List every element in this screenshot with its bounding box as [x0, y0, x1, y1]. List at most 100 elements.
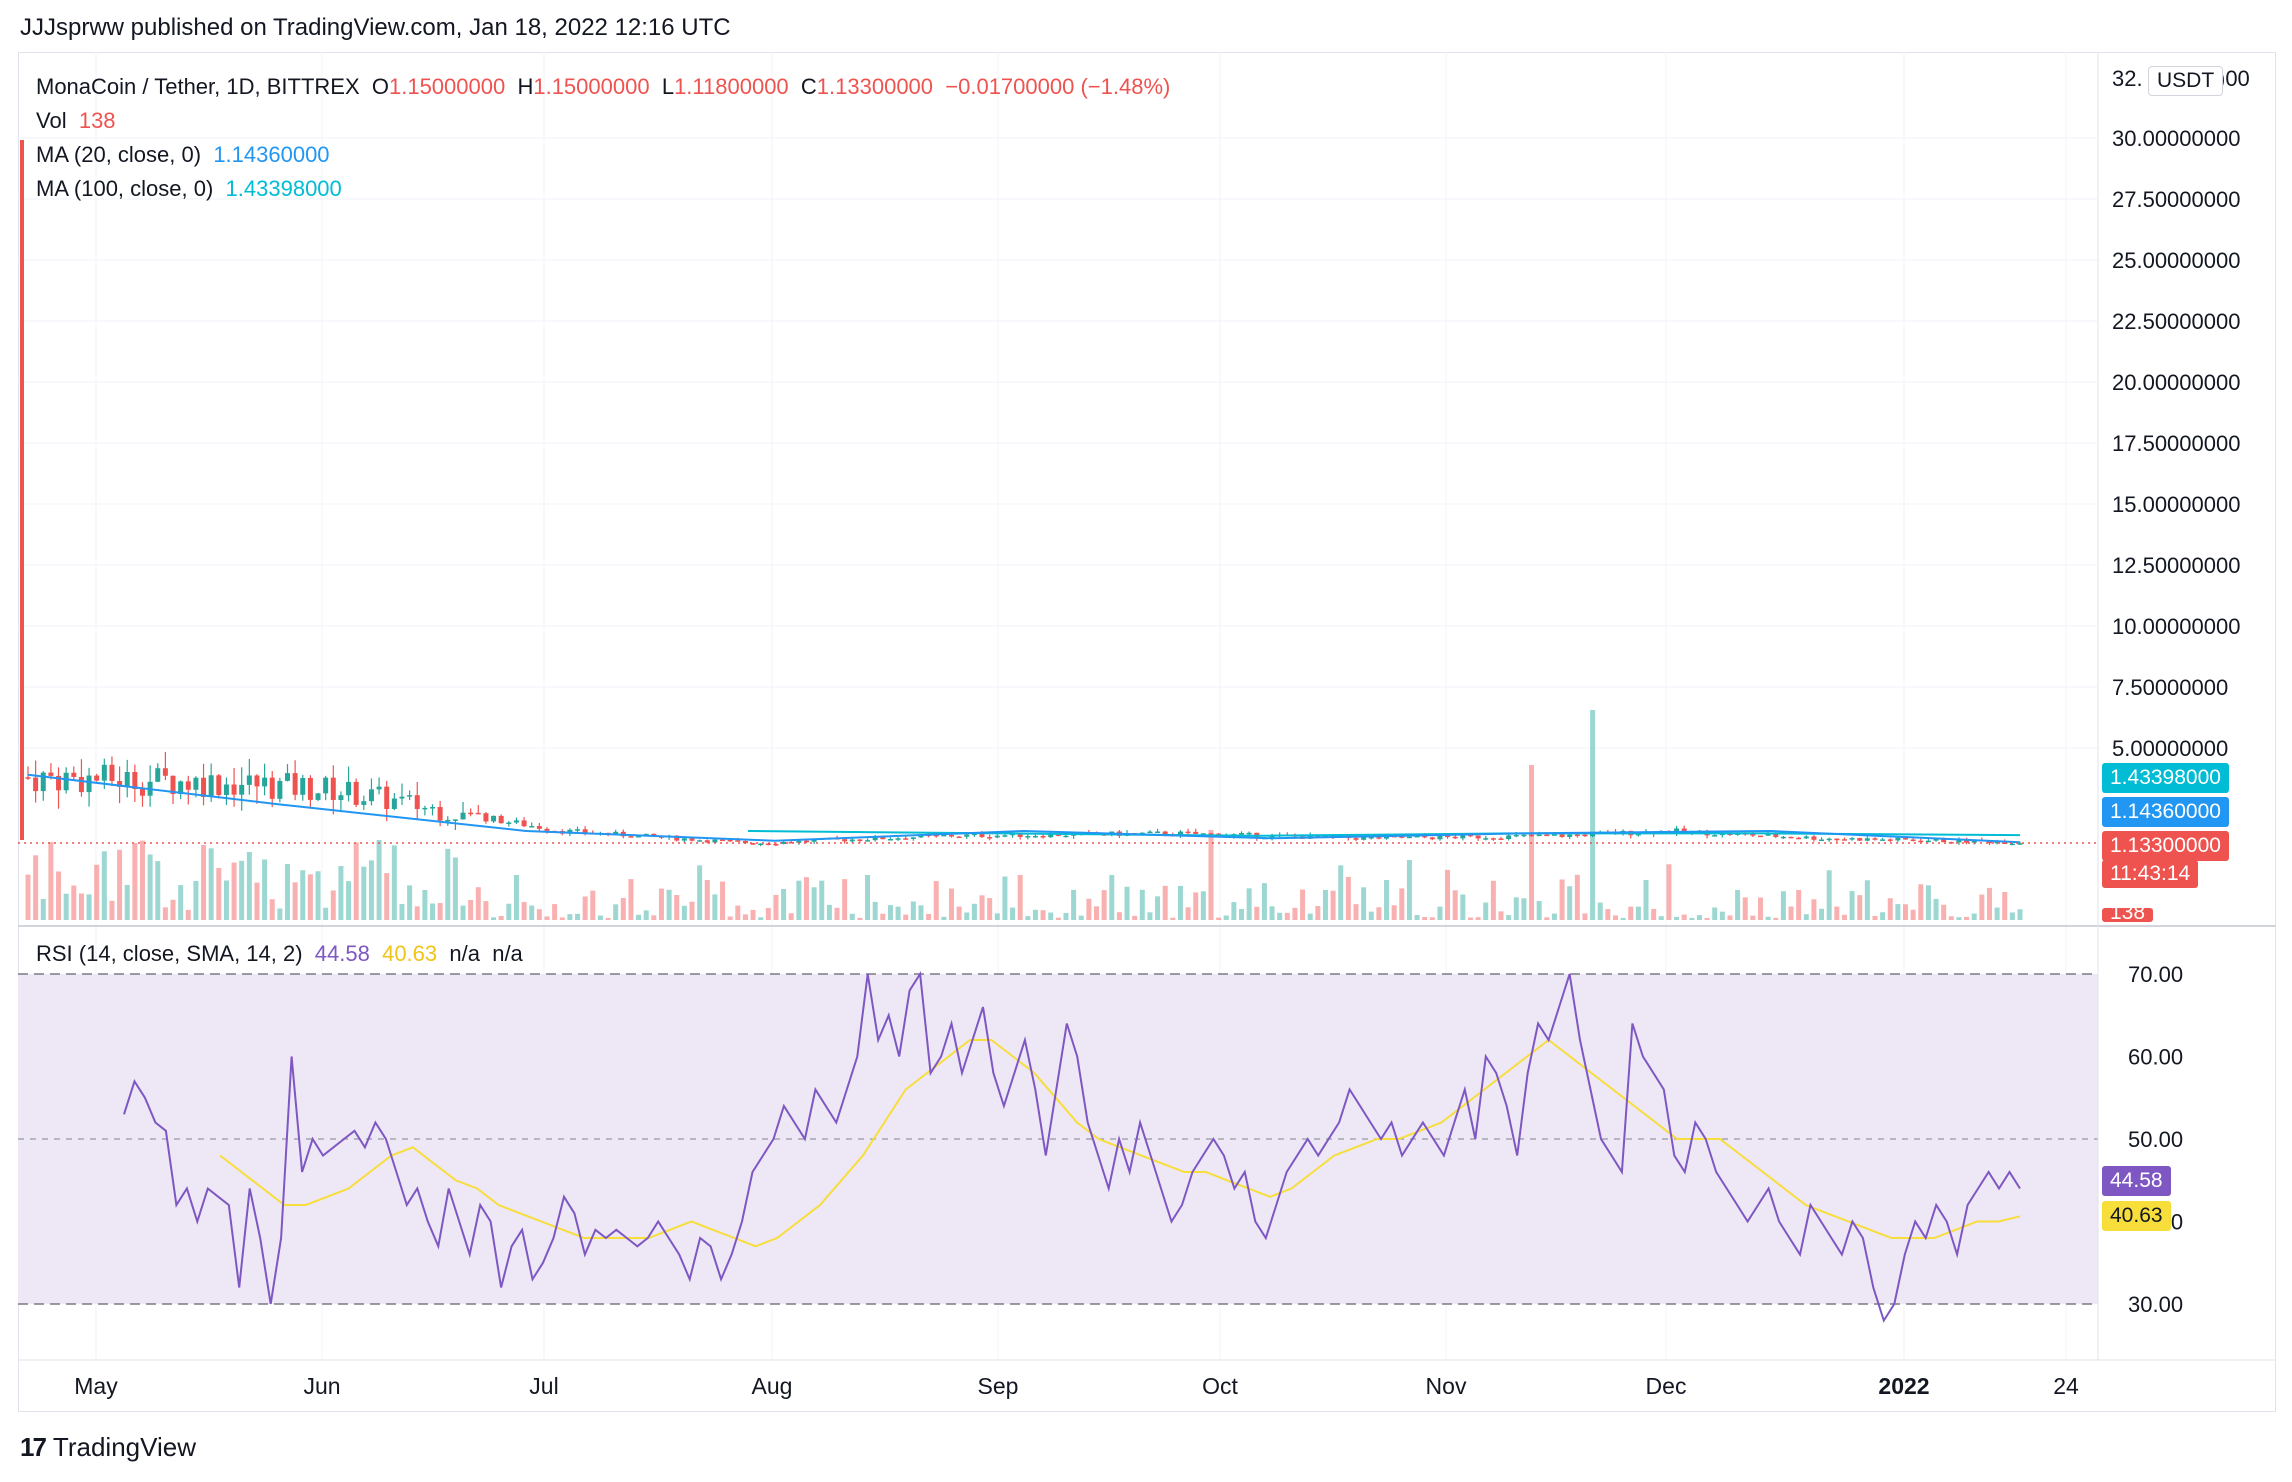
volume-bar	[269, 899, 275, 920]
volume-bar	[1086, 898, 1092, 920]
volume-bar	[300, 870, 306, 920]
close-price-tag: 1.13300000	[2102, 831, 2229, 861]
volume-bar	[1605, 909, 1611, 920]
volume-bar	[1483, 902, 1489, 920]
volume-bar	[1559, 879, 1565, 920]
volume-bar	[1071, 889, 1077, 920]
candle-body	[689, 838, 695, 841]
volume-bar	[1338, 865, 1344, 920]
rsi-sma-tag: 40.63	[2102, 1201, 2171, 1231]
candle-body	[1895, 837, 1901, 841]
volume-bar	[857, 917, 863, 920]
volume-bar	[330, 890, 336, 920]
volume-bar	[941, 916, 947, 920]
candle-body	[582, 829, 588, 834]
volume-bar	[1796, 890, 1802, 920]
volume-bar	[292, 882, 298, 920]
ma100-price-tag: 1.43398000	[2102, 763, 2229, 793]
volume-bar	[1139, 889, 1145, 920]
candle-body	[1635, 833, 1641, 836]
volume-bar	[513, 875, 519, 920]
candle-body	[521, 820, 527, 827]
volume-bar	[1490, 880, 1496, 920]
volume-bar	[475, 887, 481, 920]
volume-bar	[384, 873, 390, 920]
legend-vol-row[interactable]: Vol 138	[36, 104, 1170, 138]
candle-body	[368, 789, 374, 802]
candle-body	[498, 815, 504, 824]
vol-value: 138	[78, 108, 116, 133]
volume-bar	[1162, 885, 1168, 920]
volume-bar	[1765, 916, 1771, 920]
volume-bar	[689, 901, 695, 920]
volume-bar	[399, 903, 405, 920]
legend-ma20-row[interactable]: MA (20, close, 0) 1.14360000	[36, 138, 1170, 172]
candle-body	[1872, 838, 1878, 840]
candle-body	[842, 839, 848, 842]
volume-bar	[1399, 888, 1405, 920]
currency-tag[interactable]: USDT	[2148, 66, 2224, 96]
volume-bar	[1910, 909, 1916, 920]
rsi-tick-label: 30.00	[2128, 1292, 2183, 1317]
candle-body	[1399, 836, 1405, 838]
volume-bar	[521, 902, 527, 920]
candle-body	[361, 801, 367, 805]
volume-bar	[208, 848, 214, 920]
candle-body	[78, 776, 84, 793]
volume-bar	[1994, 907, 2000, 920]
volume-bar	[40, 898, 46, 920]
legend-ohlc-row: MonaCoin / Tether, 1D, BITTREX O1.150000…	[36, 70, 1170, 104]
legend-ma100-row[interactable]: MA (100, close, 0) 1.43398000	[36, 172, 1170, 206]
volume-bar	[109, 900, 115, 920]
volume-bar	[1689, 917, 1695, 920]
candle-body	[1048, 833, 1054, 838]
time-tick-label: Jun	[303, 1373, 340, 1399]
volume-bar	[865, 875, 871, 920]
rsi-legend[interactable]: RSI (14, close, SMA, 14, 2) 44.58 40.63 …	[36, 941, 523, 967]
volume-bar	[910, 901, 916, 920]
candle-body	[56, 775, 62, 791]
volume-bar	[1429, 917, 1435, 920]
volume-bar	[284, 863, 290, 920]
candle-body	[1185, 831, 1191, 834]
candle-body	[1574, 834, 1580, 837]
candle-body	[1406, 836, 1412, 839]
volume-bar	[720, 881, 726, 920]
rsi-sma-value: 40.63	[382, 941, 438, 966]
time-tick-label: Sep	[978, 1373, 1019, 1399]
volume-bar	[1826, 870, 1832, 920]
volume-bar	[1979, 894, 1985, 920]
candle-body	[468, 812, 474, 815]
volume-bar	[1406, 860, 1412, 920]
candle-body	[1956, 839, 1962, 843]
footer[interactable]: 17 TradingView	[20, 1432, 196, 1463]
close-value: 1.13300000	[816, 74, 934, 99]
candle-body	[704, 840, 710, 843]
volume-bar	[1788, 906, 1794, 920]
candle-body	[1063, 835, 1069, 838]
volume-bar	[71, 885, 77, 920]
candle-body	[1582, 834, 1588, 837]
price-tick-label: 25.00000000	[2112, 248, 2240, 273]
volume-bar	[1063, 912, 1069, 920]
candle-body	[162, 768, 168, 776]
volume-bar	[1376, 907, 1382, 920]
candle-body	[414, 795, 420, 810]
price-tick-label: 12.50000000	[2112, 553, 2240, 578]
volume-bar	[48, 842, 54, 920]
volume-bar	[460, 905, 466, 920]
volume-bar	[491, 917, 497, 920]
candle-body	[155, 768, 161, 782]
volume-bar	[666, 889, 672, 920]
time-tick-label: Jul	[529, 1373, 558, 1399]
candle-body	[948, 834, 954, 837]
volume-bar	[1811, 899, 1817, 920]
candle-body	[674, 835, 680, 841]
candle-body	[254, 775, 260, 787]
volume-bar	[834, 907, 840, 920]
candle-body	[216, 775, 222, 795]
candle-body	[758, 843, 764, 846]
close-label: C	[800, 74, 817, 99]
symbol-label[interactable]: MonaCoin / Tether, 1D, BITTREX	[36, 74, 360, 99]
